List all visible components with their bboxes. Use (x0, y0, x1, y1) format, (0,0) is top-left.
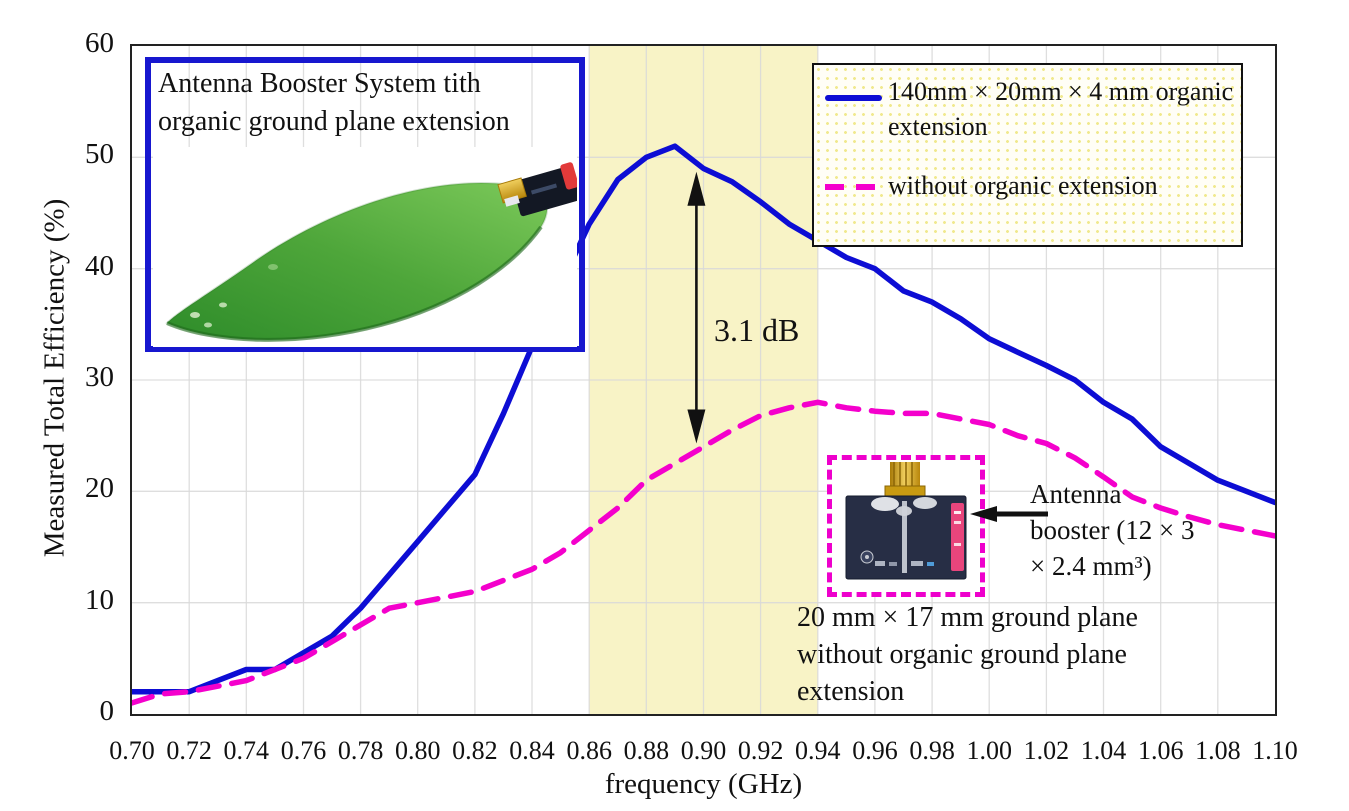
aloe-leaf-photo (153, 147, 577, 347)
caption-line: without organic ground plane (797, 639, 1127, 670)
x-tick-label: 0.78 (337, 736, 384, 765)
x-tick-label: 0.92 (737, 736, 784, 765)
x-tick-label: 0.96 (852, 736, 898, 765)
gain-arrow-head-up (687, 171, 706, 206)
x-tick-label: 0.80 (395, 736, 441, 765)
x-tick-label: 0.74 (223, 736, 270, 765)
pcb-photo (833, 461, 979, 591)
x-tick-label: 0.98 (909, 736, 955, 765)
y-tick-label: 30 (85, 361, 114, 393)
pcb-board (845, 495, 967, 580)
caption-line: 20 mm × 17 mm ground plane (797, 602, 1138, 633)
x-tick-label: 0.82 (452, 736, 498, 765)
label-line: booster (12 × 3 (1030, 515, 1195, 545)
x-tick-label: 1.10 (1252, 736, 1298, 765)
y-tick-label: 20 (85, 472, 114, 505)
x-tick-label: 1.08 (1195, 736, 1241, 765)
label-line: Antenna (1030, 479, 1122, 509)
x-tick-label: 0.70 (109, 736, 155, 765)
legend-entry-line: 140mm × 20mm × 4 mm organic (888, 77, 1234, 106)
x-tick-label: 0.86 (566, 736, 612, 765)
x-tick-label: 1.02 (1023, 736, 1070, 765)
label-line: × 2.4 mm³) (1030, 551, 1152, 581)
legend-line-sample-solid (825, 95, 882, 101)
y-tick-label: 40 (85, 249, 114, 282)
leaf-antenna-module (497, 162, 577, 217)
antenna-booster-component (951, 503, 964, 571)
caption-line: organic ground plane extension (158, 106, 510, 137)
ground-plane-caption: 20 mm × 17 mm ground plane without organ… (797, 599, 1207, 710)
legend-entry-line: without organic extension (888, 171, 1158, 200)
y-tick-label: 0 (99, 695, 115, 727)
x-tick-label: 0.72 (166, 736, 212, 765)
caption-line: Antenna Booster System tith (158, 68, 481, 99)
y-tick-label: 60 (85, 27, 114, 59)
legend-line-sample-dashed (825, 184, 882, 190)
series-organic-extension (132, 143, 1275, 695)
legend-entry-without-extension: without organic extension (888, 168, 1238, 203)
y-tick-label: 10 (85, 583, 114, 616)
x-tick-label: 0.94 (795, 736, 841, 765)
sma-connector (884, 462, 926, 498)
gain-arrow-head-down (687, 409, 706, 444)
x-tick-label: 0.90 (680, 736, 727, 765)
x-tick-label: 0.88 (623, 736, 670, 765)
x-tick-label: 0.84 (509, 736, 555, 765)
legend-entry-line: extension (888, 112, 988, 141)
gain-annotation-label: 3.1 dB (714, 312, 800, 348)
booster-system-inset: Antenna Booster System tith organic grou… (145, 57, 585, 352)
legend: 140mm × 20mm × 4 mm organic extension wi… (812, 63, 1243, 247)
legend-entry-organic-extension: 140mm × 20mm × 4 mm organic extension (888, 74, 1238, 144)
x-tick-label: 1.06 (1137, 736, 1184, 765)
series-without-extension (132, 399, 1275, 706)
x-axis-title: frequency (GHz) (604, 768, 803, 800)
ground-plane-inset (827, 455, 985, 597)
booster-system-caption: Antenna Booster System tith organic grou… (158, 65, 578, 141)
y-tick-label: 50 (85, 138, 114, 171)
x-tick-label: 0.76 (280, 736, 327, 765)
booster-pointer-arrow (970, 506, 1048, 522)
caption-line: extension (797, 676, 905, 707)
x-tick-label: 1.04 (1080, 736, 1127, 765)
antenna-booster-label: Antenna booster (12 × 3 × 2.4 mm³) (1030, 476, 1250, 584)
x-tick-label: 1.00 (966, 736, 1013, 765)
